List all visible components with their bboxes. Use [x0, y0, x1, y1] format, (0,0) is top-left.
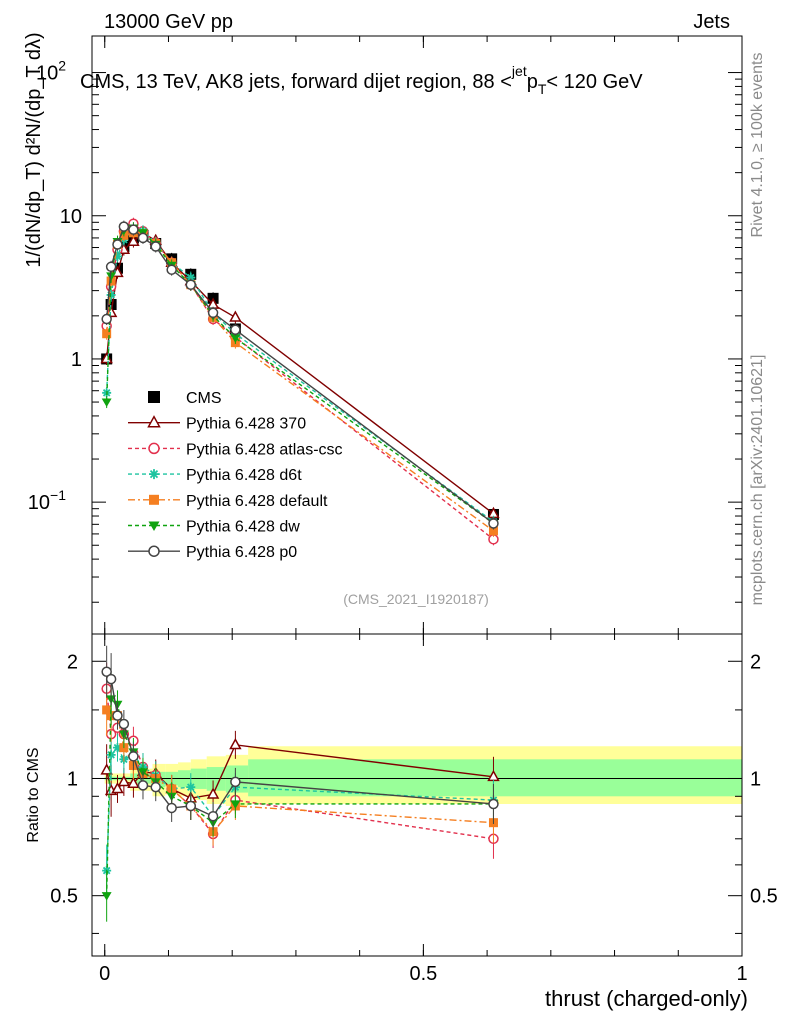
ratio-tick-label-right: 1 [750, 768, 761, 790]
point-pythia-6-428-d6t [186, 273, 196, 283]
ratio-point-pythia-6-428-d6t [186, 782, 196, 792]
ratio-tick-label-right: 2 [750, 651, 761, 673]
x-tick-label: 1 [736, 963, 747, 985]
point-pythia-6-428-dw [101, 398, 112, 408]
legend-marker-pythia-6-428-dw [148, 521, 160, 531]
ratio-point-pythia-6-428-p0 [118, 718, 130, 730]
legend-marker-pythia-6-428-370 [147, 415, 161, 428]
ratio-point-pythia-6-428-p0 [128, 751, 139, 762]
point-pythia-6-428-p0 [185, 279, 197, 290]
point-pythia-6-428-370 [229, 310, 242, 322]
ratio-point-pythia-6-428-d6t [106, 750, 116, 760]
point-pythia-6-428-default [102, 329, 112, 339]
ratio-line-pythia-6-428-p0 [106, 671, 494, 818]
ratio-y-axis-label: Ratio to CMS [25, 747, 42, 842]
rivet-version-label: Rivet 4.1.0, ≥ 100k events [749, 53, 766, 238]
legend-label-cms: CMS [186, 390, 222, 407]
ratio-line-pythia-6-428-default [106, 709, 494, 833]
point-pythia-6-428-p0 [118, 221, 130, 232]
point-pythia-6-428-p0 [230, 324, 241, 335]
mcplots-label: mcplots.cern.ch [arXiv:2401.10621] [749, 355, 766, 606]
point-pythia-6-428-p0 [150, 241, 161, 252]
ratio-point-pythia-6-428-p0 [150, 781, 161, 793]
header-right-label: Jets [693, 11, 730, 33]
point-pythia-6-428-p0 [101, 313, 112, 325]
point-pythia-6-428-dw [106, 272, 117, 281]
point-pythia-6-428-p0 [112, 239, 123, 250]
point-pythia-6-428-p0 [137, 232, 149, 244]
point-pythia-6-428-dw [230, 334, 241, 343]
ratio-point-pythia-6-428-370 [117, 774, 131, 787]
ratio-point-pythia-6-428-370 [229, 737, 242, 750]
legend-label-pythia-6-428-default: Pythia 6.428 default [186, 493, 328, 510]
point-pythia-6-428-370 [100, 351, 113, 364]
ratio-point-pythia-6-428-p0 [488, 798, 499, 810]
header-left-label: 13000 GeV pp [104, 11, 233, 33]
legend-label-pythia-6-428-p0: Pythia 6.428 p0 [186, 544, 297, 561]
legend-label-pythia-6-428-dw: Pythia 6.428 dw [186, 519, 300, 536]
point-pythia-6-428-p0 [207, 307, 219, 319]
y-tick-label: 1 [71, 349, 82, 371]
legend-marker-cms [148, 391, 160, 403]
legend-marker-pythia-6-428-d6t [149, 469, 159, 480]
ratio-point-pythia-6-428-dw [101, 892, 112, 901]
y-axis-label: 1/(dN/dp_T) d²N/(dp_T dλ) [23, 32, 45, 267]
analysis-watermark: (CMS_2021_I1920187) [343, 591, 489, 607]
ratio-point-pythia-6-428-370 [206, 787, 220, 799]
point-pythia-6-428-p0 [128, 224, 139, 235]
ratio-point-pythia-6-428-p0 [166, 802, 177, 814]
legend-marker-pythia-6-428-p0 [148, 545, 160, 557]
point-pythia-6-428-p0 [166, 264, 177, 275]
x-tick-label: 0 [99, 963, 110, 985]
chart-title: CMS, 13 TeV, AK8 jets, forward dijet reg… [80, 63, 643, 97]
ratio-point-pythia-6-428-p0 [112, 710, 123, 721]
ratio-point-pythia-6-428-p0 [207, 810, 219, 822]
ratio-point-pythia-6-428-p0 [137, 780, 149, 791]
legend-label-pythia-6-428-d6t: Pythia 6.428 d6t [186, 467, 302, 484]
ratio-point-pythia-6-428-370 [127, 776, 140, 788]
ratio-tick-label-left: 2 [67, 651, 78, 673]
main-series-layer [100, 217, 500, 546]
point-pythia-6-428-p0 [488, 518, 499, 529]
ratio-tick-label-left: 0.5 [50, 886, 78, 908]
point-pythia-6-428-default [488, 526, 498, 536]
ratio-point-pythia-6-428-d6t [112, 743, 122, 753]
ratio-series-layer [100, 645, 500, 922]
ratio-point-pythia-6-428-default [102, 705, 112, 715]
legend: CMS Pythia 6.428 370 Pythia 6.428 atlas-cs… [128, 390, 343, 561]
ratio-point-pythia-6-428-p0 [105, 673, 117, 685]
point-pythia-6-428-370 [127, 234, 140, 246]
ratio-point-pythia-6-428-dw [230, 800, 241, 809]
legend-marker-pythia-6-428-default [149, 494, 159, 505]
point-pythia-6-428-d6t [112, 251, 122, 261]
legend-label-pythia-6-428-370: Pythia 6.428 370 [186, 416, 306, 433]
point-cms [105, 299, 117, 311]
legend-marker-pythia-6-428-atlas-csc [148, 442, 160, 455]
ratio-tick-label-left: 1 [67, 768, 78, 790]
y-tick-label: 10 [60, 206, 82, 228]
y-tick-label: 10−1 [28, 487, 66, 514]
ratio-tick-label-right: 0.5 [750, 886, 778, 908]
ratio-plot-frame [91, 633, 743, 957]
point-pythia-6-428-p0 [105, 261, 117, 273]
ratio-point-pythia-6-428-370 [111, 781, 124, 794]
series-line-pythia-6-428-default [105, 232, 494, 532]
ratio-point-pythia-6-428-p0 [230, 776, 241, 788]
x-axis-label: thrust (charged-only) [545, 986, 748, 1011]
ratio-point-pythia-6-428-p0 [185, 800, 197, 812]
x-tick-label: 0.5 [409, 963, 437, 985]
legend-label-pythia-6-428-atlas-csc: Pythia 6.428 atlas-csc [186, 441, 343, 458]
